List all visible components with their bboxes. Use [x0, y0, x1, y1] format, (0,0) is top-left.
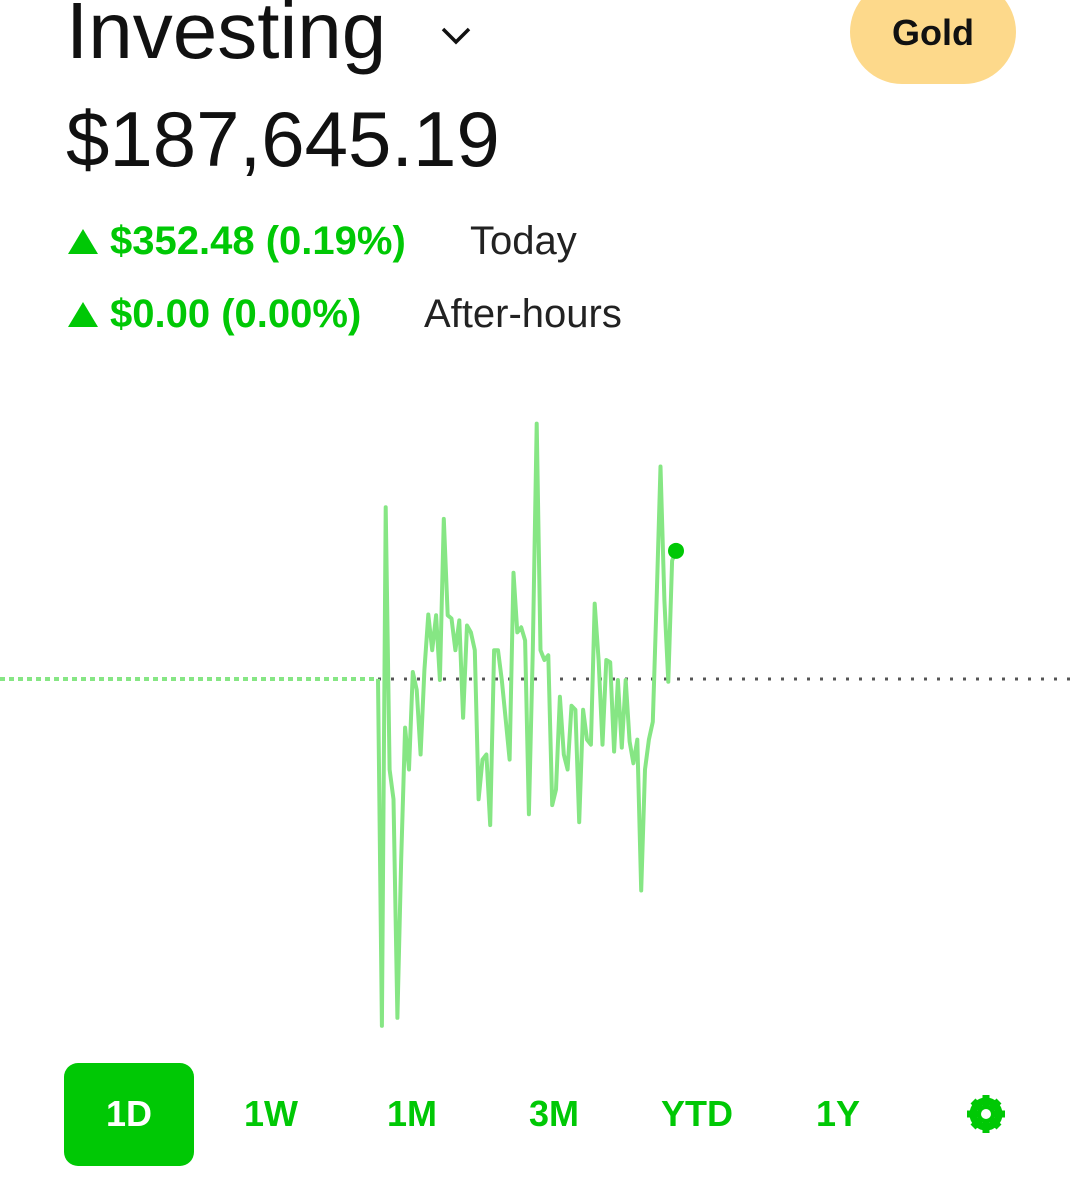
chart — [0, 421, 1079, 1028]
range-selected[interactable] — [64, 1063, 194, 1166]
today-change: $352.48 (0.19%) — [110, 219, 406, 263]
gold-label[interactable]: Gold — [892, 12, 974, 53]
up-arrow — [68, 302, 98, 327]
gold-pill[interactable] — [850, 0, 1016, 84]
range-button[interactable]: 1D — [106, 1093, 152, 1134]
current-dot — [668, 542, 684, 559]
price-line — [376, 421, 678, 1028]
range-button[interactable]: 3M — [529, 1093, 579, 1134]
balance: $187,645.19 — [66, 95, 500, 183]
range-button[interactable]: 1M — [387, 1093, 437, 1134]
dropdown-chevron[interactable] — [441, 27, 471, 45]
range-button[interactable]: 1W — [244, 1093, 298, 1134]
range-buttons: 1D 1W 1M 3M YTD 1Y — [106, 1093, 860, 1134]
account-title[interactable]: Investing — [66, 0, 386, 75]
today-label: Today — [470, 219, 577, 263]
range-button[interactable]: 1Y — [816, 1093, 860, 1134]
after-label: After-hours — [424, 292, 622, 336]
range-button[interactable]: YTD — [661, 1093, 733, 1134]
after-change: $0.00 (0.00%) — [110, 292, 361, 336]
up-arrow — [68, 229, 98, 254]
settings-gear[interactable] — [967, 1095, 1005, 1133]
